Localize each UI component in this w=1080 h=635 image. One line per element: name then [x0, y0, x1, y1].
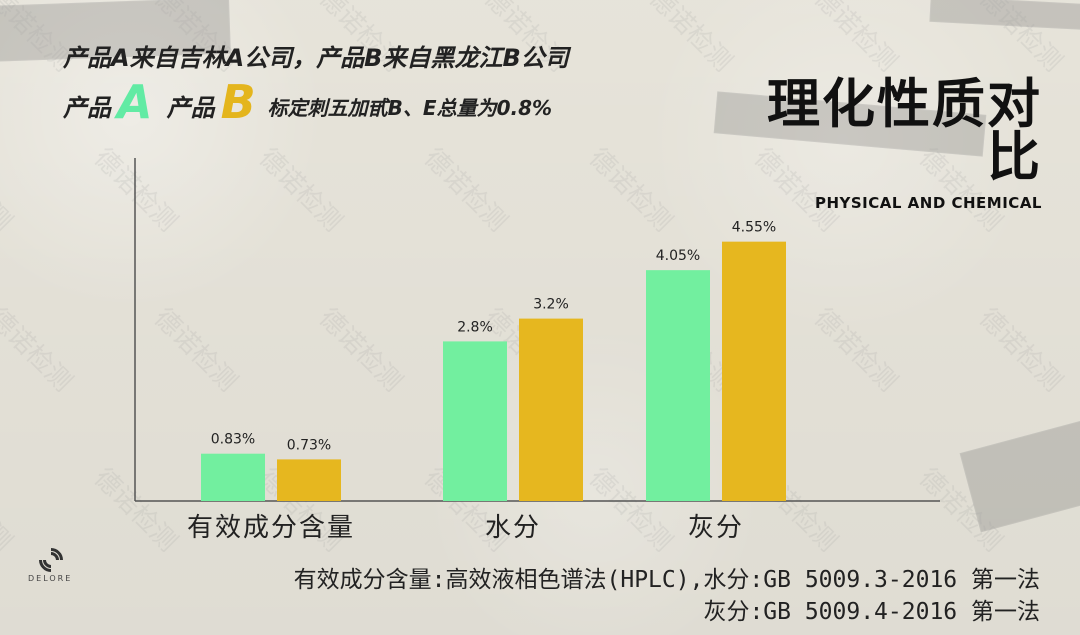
chart-bar [443, 341, 507, 501]
chart-bar [201, 453, 265, 501]
logo-icon [34, 543, 68, 577]
header-line-2-text: 标定刺五加甙B、E总量为0.8% [267, 96, 553, 121]
chart-bar [646, 270, 710, 501]
header-line-1: 产品A来自吉林A公司，产品B来自黑龙江B公司 [63, 44, 569, 72]
footer-line-2: 灰分:GB 5009.4-2016 第一法 [703, 599, 1040, 625]
product-a-letter: A [117, 75, 153, 129]
bar-value-label: 3.2% [533, 297, 569, 313]
chart-bar [277, 459, 341, 501]
product-a-prefix: 产品 [63, 94, 111, 123]
page-title: 理化性质对比 [767, 74, 1042, 188]
product-b-letter: B [220, 75, 256, 129]
chart-bar [519, 318, 583, 501]
category-label: 水分 [485, 513, 541, 543]
category-label: 灰分 [688, 513, 744, 543]
bar-value-label: 0.83% [211, 432, 255, 448]
product-b-prefix: 产品 [166, 94, 215, 123]
category-label: 有效成分含量 [187, 513, 355, 543]
page-subtitle: PHYSICAL AND CHEMICAL [814, 194, 1042, 212]
title-block: 理化性质对比 PHYSICAL AND CHEMICAL [742, 78, 1042, 212]
header-line-2: 产品 A 产品 B 标定刺五加甙B、E总量为0.8% [63, 75, 553, 129]
logo-text: DELORE [28, 574, 73, 583]
footer-line-1: 有效成分含量:高效液相色谱法(HPLC),水分:GB 5009.3-2016 第… [293, 567, 1040, 593]
bar-value-label: 0.73% [287, 437, 331, 453]
bar-value-label: 4.05% [656, 248, 700, 264]
bar-value-label: 4.55% [732, 220, 776, 236]
chart-bar [722, 241, 786, 501]
bar-value-label: 2.8% [457, 319, 493, 335]
logo: DELORE [28, 543, 73, 583]
